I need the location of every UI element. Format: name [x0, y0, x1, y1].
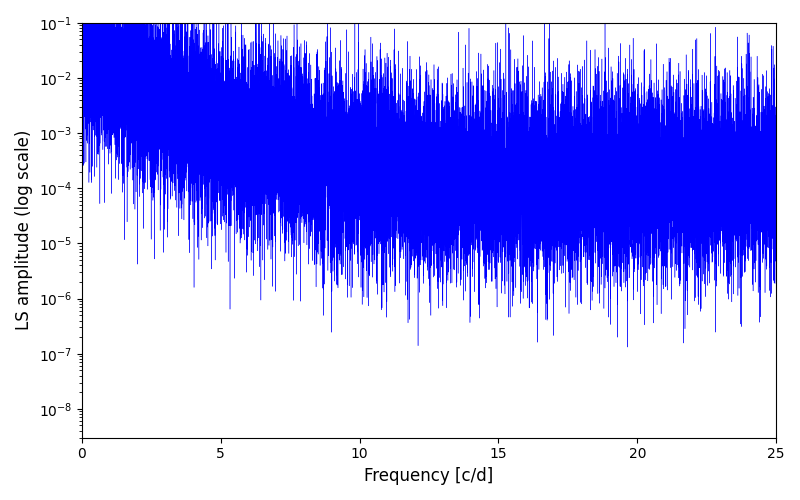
X-axis label: Frequency [c/d]: Frequency [c/d]	[364, 467, 494, 485]
Y-axis label: LS amplitude (log scale): LS amplitude (log scale)	[15, 130, 33, 330]
